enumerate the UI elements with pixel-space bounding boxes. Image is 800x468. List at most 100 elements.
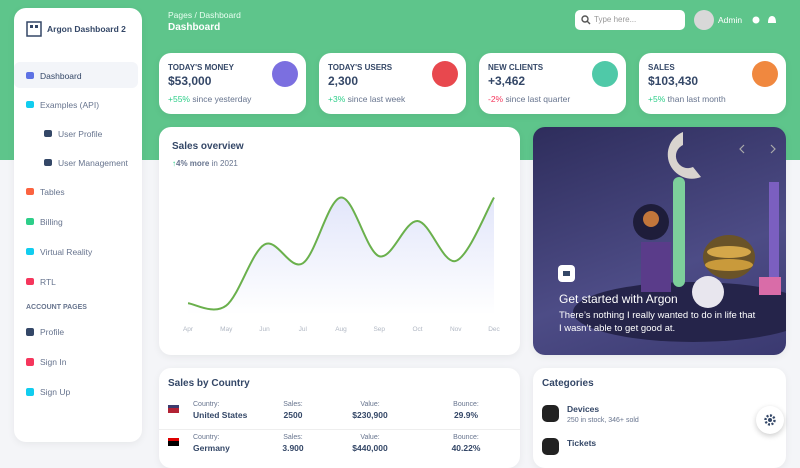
categories-title: Categories xyxy=(542,378,594,389)
change-value: -2% xyxy=(488,94,504,104)
stat-change: +55% since yesterday xyxy=(168,94,251,104)
column-label: Value: xyxy=(360,434,380,441)
trend-value: 4% more xyxy=(176,159,210,168)
nav-item[interactable]: Profile xyxy=(40,327,65,337)
stat-card: TODAY'S USERS 2,300 +3% since last week xyxy=(319,53,466,114)
change-note: since yesterday xyxy=(192,94,252,104)
change-note: since last week xyxy=(347,94,406,104)
carousel-text: There’s nothing I really wanted to do in… xyxy=(559,310,756,334)
stat-card: TODAY'S MONEY $53,000 +55% since yesterday xyxy=(159,53,306,114)
column-label: Bounce: xyxy=(453,401,479,408)
user-name[interactable]: Admin xyxy=(718,15,743,25)
column-label: Value: xyxy=(360,401,380,408)
stat-value: +3,462 xyxy=(488,74,526,88)
sidebar: Argon Dashboard 2 Dashboard Examples (API… xyxy=(14,8,142,442)
stat-label: TODAY'S MONEY xyxy=(168,63,234,72)
header-icons xyxy=(752,16,776,24)
stat-icon xyxy=(432,61,458,87)
bell-icon[interactable] xyxy=(768,16,776,23)
nav-item[interactable]: Sign Up xyxy=(40,387,71,397)
sales-card: Sales overview ↑4% more in 2021 Apr May Ju… xyxy=(159,127,520,355)
x-tick-label: Sep xyxy=(373,326,385,333)
stat-label: SALES xyxy=(648,63,675,72)
stat-value: $103,430 xyxy=(648,74,699,88)
avatar[interactable] xyxy=(694,10,714,30)
flag xyxy=(168,438,179,446)
nav-item[interactable]: Virtual Reality xyxy=(40,247,93,257)
gear-icon xyxy=(764,414,776,426)
search-placeholder: Type here... xyxy=(594,15,637,24)
nav-icon xyxy=(44,130,52,137)
column-label: Sales: xyxy=(283,401,303,408)
devices-icon xyxy=(542,405,559,422)
search-box[interactable]: Type here... xyxy=(575,10,685,30)
country-card: Sales by Country Country: United States Sa… xyxy=(159,368,520,468)
nav-icon xyxy=(44,159,52,166)
nav-item[interactable]: User Management xyxy=(58,158,128,168)
category-name[interactable]: Tickets xyxy=(567,438,597,448)
x-tick-label: May xyxy=(220,326,233,333)
stat-change: +5% than last month xyxy=(648,94,726,104)
crumb[interactable]: Pages xyxy=(168,10,193,20)
active-item-bg xyxy=(14,62,138,88)
crumb: Dashboard xyxy=(199,10,241,20)
nav-item[interactable]: Tables xyxy=(40,187,65,197)
nav-item[interactable]: Examples (API) xyxy=(40,100,100,110)
stat-icon xyxy=(272,61,298,87)
change-value: +5% xyxy=(648,94,666,104)
x-tick-label: Nov xyxy=(450,326,462,333)
stat-card: SALES $103,430 +5% than last month xyxy=(639,53,786,114)
nav-icon xyxy=(26,188,34,195)
change-value: +55% xyxy=(168,94,190,104)
cell: $440,000 xyxy=(352,443,388,453)
row-divider xyxy=(159,429,520,430)
nav-icon xyxy=(26,278,34,285)
stat-label: TODAY'S USERS xyxy=(328,63,393,72)
chart: Apr May Jun Jul Aug Sep Oct Nov Dec xyxy=(183,196,501,333)
change-note: since last quarter xyxy=(505,94,571,104)
nav-item[interactable]: Billing xyxy=(40,217,63,227)
brand-logo xyxy=(26,21,42,37)
column-label: Country: xyxy=(193,434,220,441)
line xyxy=(187,196,495,311)
search-icon xyxy=(581,15,591,25)
change-note: than last month xyxy=(667,94,726,104)
settings-button[interactable] xyxy=(756,406,784,434)
stat-icon xyxy=(752,61,778,87)
nav-item[interactable]: Dashboard xyxy=(40,71,82,81)
breadcrumb: Pages / Dashboard xyxy=(168,10,241,20)
tickets-icon xyxy=(542,438,559,455)
x-tick-label: Dec xyxy=(488,326,500,333)
category-detail: 250 in stock, 346+ sold xyxy=(567,417,639,424)
nav-icon xyxy=(26,248,34,255)
nav-item[interactable]: User Profile xyxy=(58,129,103,139)
page-title: Dashboard xyxy=(168,22,221,33)
x-tick-label: Jun xyxy=(259,326,270,333)
flag xyxy=(168,405,179,413)
settings-icon[interactable] xyxy=(752,16,760,24)
area xyxy=(188,197,494,315)
nav-icon xyxy=(26,388,34,396)
cell: United States xyxy=(193,410,248,420)
nav-item[interactable]: RTL xyxy=(40,277,56,287)
stat-value: $53,000 xyxy=(168,74,212,88)
category-name[interactable]: Devices xyxy=(567,404,600,414)
chart-title: Sales overview xyxy=(172,141,244,152)
cell: 3.900 xyxy=(282,443,304,453)
cell: Germany xyxy=(193,443,230,453)
stat-value: 2,300 xyxy=(328,74,359,88)
categories-card: Categories Devices 250 in stock, 346+ so… xyxy=(533,368,786,468)
brand: Argon Dashboard 2 xyxy=(47,24,126,34)
stat-change: +3% since last week xyxy=(328,94,405,104)
x-tick-label: Aug xyxy=(335,326,347,333)
nav-item[interactable]: Sign In xyxy=(40,357,67,367)
nav-icon xyxy=(26,72,34,79)
stat-label: NEW CLIENTS xyxy=(488,63,544,72)
nav-section: ACCOUNT PAGES xyxy=(26,304,87,311)
stat-change: -2% since last quarter xyxy=(488,94,570,104)
carousel-art xyxy=(558,132,786,342)
column-label: Country: xyxy=(193,401,220,408)
stat-icon xyxy=(592,61,618,87)
x-tick-label: Oct xyxy=(412,326,422,333)
carousel-title: Get started with Argon xyxy=(559,292,678,306)
